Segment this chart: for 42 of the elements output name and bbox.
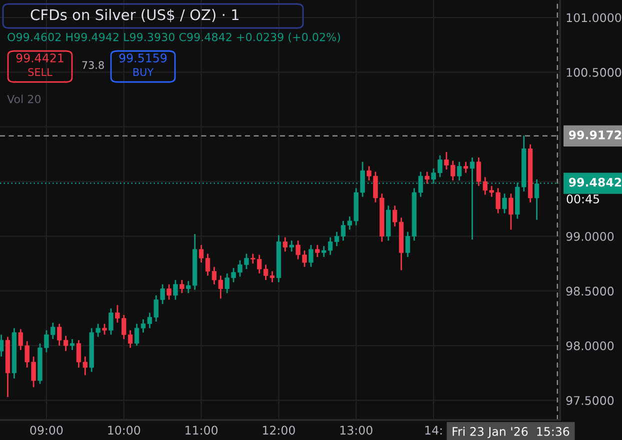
y-tick-label: 100.5000 (566, 68, 622, 77)
annotation: 99.4421 (16, 53, 64, 62)
text: 00:45 (566, 194, 599, 204)
annotation: SELL (28, 68, 52, 76)
y-tick-label: 99.0000 (566, 232, 614, 241)
ref-line-label: 99.4842 (568, 178, 622, 187)
candlestick (508, 192, 514, 230)
candlestick (457, 161, 462, 182)
annotation: Vol 20 (7, 94, 41, 104)
ref-line-label: Fri 23 Jan '26 15:36 (452, 426, 570, 438)
annotation: O99.4602 H99.4942 L99.3930 C99.4842 +0.0239 (+0.02%) (8, 32, 340, 43)
x-tick-label: 11:00 (186, 426, 218, 435)
ref-line-label: 99.9172 (568, 130, 622, 140)
candlestick (198, 244, 204, 264)
x-tick-label: 09:00 (30, 426, 63, 435)
annotation: 73.8 (82, 61, 104, 70)
candlestick (424, 171, 430, 184)
annotation: CFDs on Silver (US$ / OZ) · 1 (30, 8, 239, 22)
x-tick-label: 12:00 (262, 426, 295, 435)
candlestick (108, 308, 114, 336)
y-tick-label: 101.0000 (566, 13, 622, 22)
candlestick (502, 192, 507, 214)
candlestick (315, 244, 320, 258)
y-tick-label: 98.0000 (566, 341, 614, 350)
y-tick-label: 97.5000 (566, 396, 614, 405)
x-tick-label: 14: (425, 426, 442, 435)
candlestick (134, 323, 140, 346)
candlestick (180, 279, 184, 294)
candlestick (282, 236, 288, 252)
candlestick (173, 279, 178, 300)
candlestick (0, 334, 4, 358)
candlestick (166, 284, 172, 300)
candlestick (102, 323, 107, 336)
x-tick-label: 10:00 (108, 426, 140, 435)
candlestick (308, 244, 314, 268)
candlestick (70, 338, 75, 351)
annotation: 99.5159 (119, 53, 167, 62)
x-tick-label: 13:00 (340, 426, 372, 435)
candlestick (289, 240, 294, 252)
y-tick-label: 98.5000 (566, 286, 614, 296)
annotation: BUY (133, 68, 154, 76)
candlestick (463, 161, 468, 174)
